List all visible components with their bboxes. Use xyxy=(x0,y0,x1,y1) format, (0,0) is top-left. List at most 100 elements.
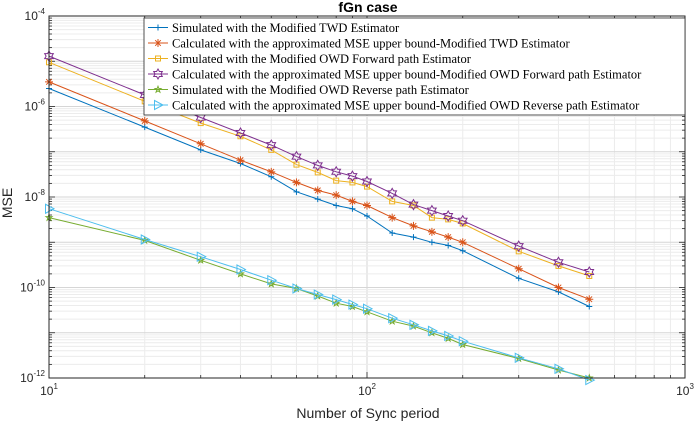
data-point xyxy=(364,213,370,220)
tick-exponent: -12 xyxy=(33,369,45,378)
tick-base: 10 xyxy=(358,384,372,398)
legend-label: Calculated with the approximated MSE upp… xyxy=(172,36,570,50)
series-line xyxy=(48,81,590,300)
series-6 xyxy=(45,203,596,386)
data-point xyxy=(457,214,468,227)
data-point xyxy=(314,196,321,203)
data-point xyxy=(554,283,563,292)
legend-item: Simulated with the Modified TWD Estimato… xyxy=(148,21,400,35)
data-point xyxy=(348,197,357,206)
y-tick-label: 10-8 xyxy=(25,188,46,204)
legend-label: Calculated with the approximated MSE upp… xyxy=(172,98,640,112)
x-tick-label: 101 xyxy=(40,382,58,398)
data-point xyxy=(155,55,161,62)
data-point xyxy=(154,99,165,111)
data-point xyxy=(408,198,419,211)
data-point xyxy=(388,213,397,222)
data-point xyxy=(155,24,161,31)
y-tick-label: 10-10 xyxy=(20,279,45,295)
plot-frame xyxy=(48,15,686,379)
data-point xyxy=(363,303,374,315)
data-point xyxy=(45,203,56,215)
data-point xyxy=(362,307,372,316)
data-point xyxy=(141,124,148,131)
data-point xyxy=(236,156,245,165)
data-point xyxy=(153,84,163,94)
chart-title: fGn case xyxy=(338,0,397,15)
data-point xyxy=(444,233,453,242)
data-point xyxy=(293,188,300,195)
tick-base: 10 xyxy=(40,384,54,398)
data-point xyxy=(332,294,343,305)
data-point xyxy=(386,187,398,200)
data-point xyxy=(361,175,373,188)
data-point xyxy=(514,264,523,273)
data-point xyxy=(515,248,522,255)
plot-area: 101 102 10310-1210-1010-810-610-4Simulated… xyxy=(20,7,694,398)
data-point xyxy=(197,146,204,153)
data-point xyxy=(427,227,436,236)
y-tick-label: 10-4 xyxy=(25,7,46,23)
data-point xyxy=(266,279,276,288)
data-point xyxy=(266,139,277,152)
data-point xyxy=(349,205,356,212)
legend-box xyxy=(143,17,686,116)
data-point xyxy=(585,295,594,304)
data-point xyxy=(331,165,342,178)
data-point xyxy=(312,159,323,172)
data-point xyxy=(332,191,341,200)
y-tick-label: 10-6 xyxy=(25,98,46,114)
x-tick-label: 103 xyxy=(676,382,694,398)
data-point xyxy=(291,150,302,163)
tick-base: 10 xyxy=(20,371,34,385)
x-axis-label: Number of Sync period xyxy=(296,405,439,421)
data-point xyxy=(292,178,301,187)
series-line xyxy=(48,88,590,307)
data-point xyxy=(140,116,149,125)
legend-item: Calculated with the approximated MSE upp… xyxy=(148,98,640,112)
data-point xyxy=(388,312,399,324)
data-point xyxy=(152,67,164,81)
data-point xyxy=(427,325,438,337)
data-point xyxy=(389,230,396,237)
y-axis-label: MSE xyxy=(0,188,15,218)
legend-label: Simulated with the Modified TWD Estimato… xyxy=(172,21,400,35)
y-tick-label: 10-12 xyxy=(20,369,45,385)
legend-item: Simulated with the Modified OWD Reverse … xyxy=(148,83,470,97)
data-point xyxy=(348,299,359,310)
data-point xyxy=(409,221,418,230)
data-point xyxy=(347,170,358,183)
data-point xyxy=(554,363,565,375)
data-point xyxy=(363,201,371,210)
series-2 xyxy=(45,77,594,304)
data-point xyxy=(196,255,206,264)
data-point xyxy=(584,266,595,278)
data-point xyxy=(458,238,467,247)
tick-exponent: 1 xyxy=(53,382,58,391)
data-point xyxy=(586,303,593,310)
data-point xyxy=(268,146,275,153)
data-point xyxy=(458,339,468,349)
data-point xyxy=(426,204,438,217)
tick-exponent: 2 xyxy=(371,382,376,391)
tick-exponent: -10 xyxy=(33,279,45,288)
series-1 xyxy=(46,85,593,310)
data-point xyxy=(196,139,205,148)
data-point xyxy=(514,352,525,364)
data-point xyxy=(515,275,522,282)
data-point xyxy=(196,251,207,263)
data-point xyxy=(313,186,322,195)
data-point xyxy=(553,256,564,269)
tick-base: 10 xyxy=(25,9,39,23)
legend-label: Calculated with the approximated MSE upp… xyxy=(172,67,642,81)
tick-exponent: -6 xyxy=(38,98,46,107)
data-point xyxy=(442,210,454,222)
data-point xyxy=(267,274,278,286)
legend-label: Simulated with the Modified OWD Reverse … xyxy=(172,83,470,97)
data-point xyxy=(586,272,593,279)
legend-item: Calculated with the approximated MSE upp… xyxy=(148,67,642,81)
tick-base: 10 xyxy=(25,100,39,114)
data-point xyxy=(410,234,417,241)
series-line xyxy=(48,217,590,379)
series-line xyxy=(48,208,590,381)
